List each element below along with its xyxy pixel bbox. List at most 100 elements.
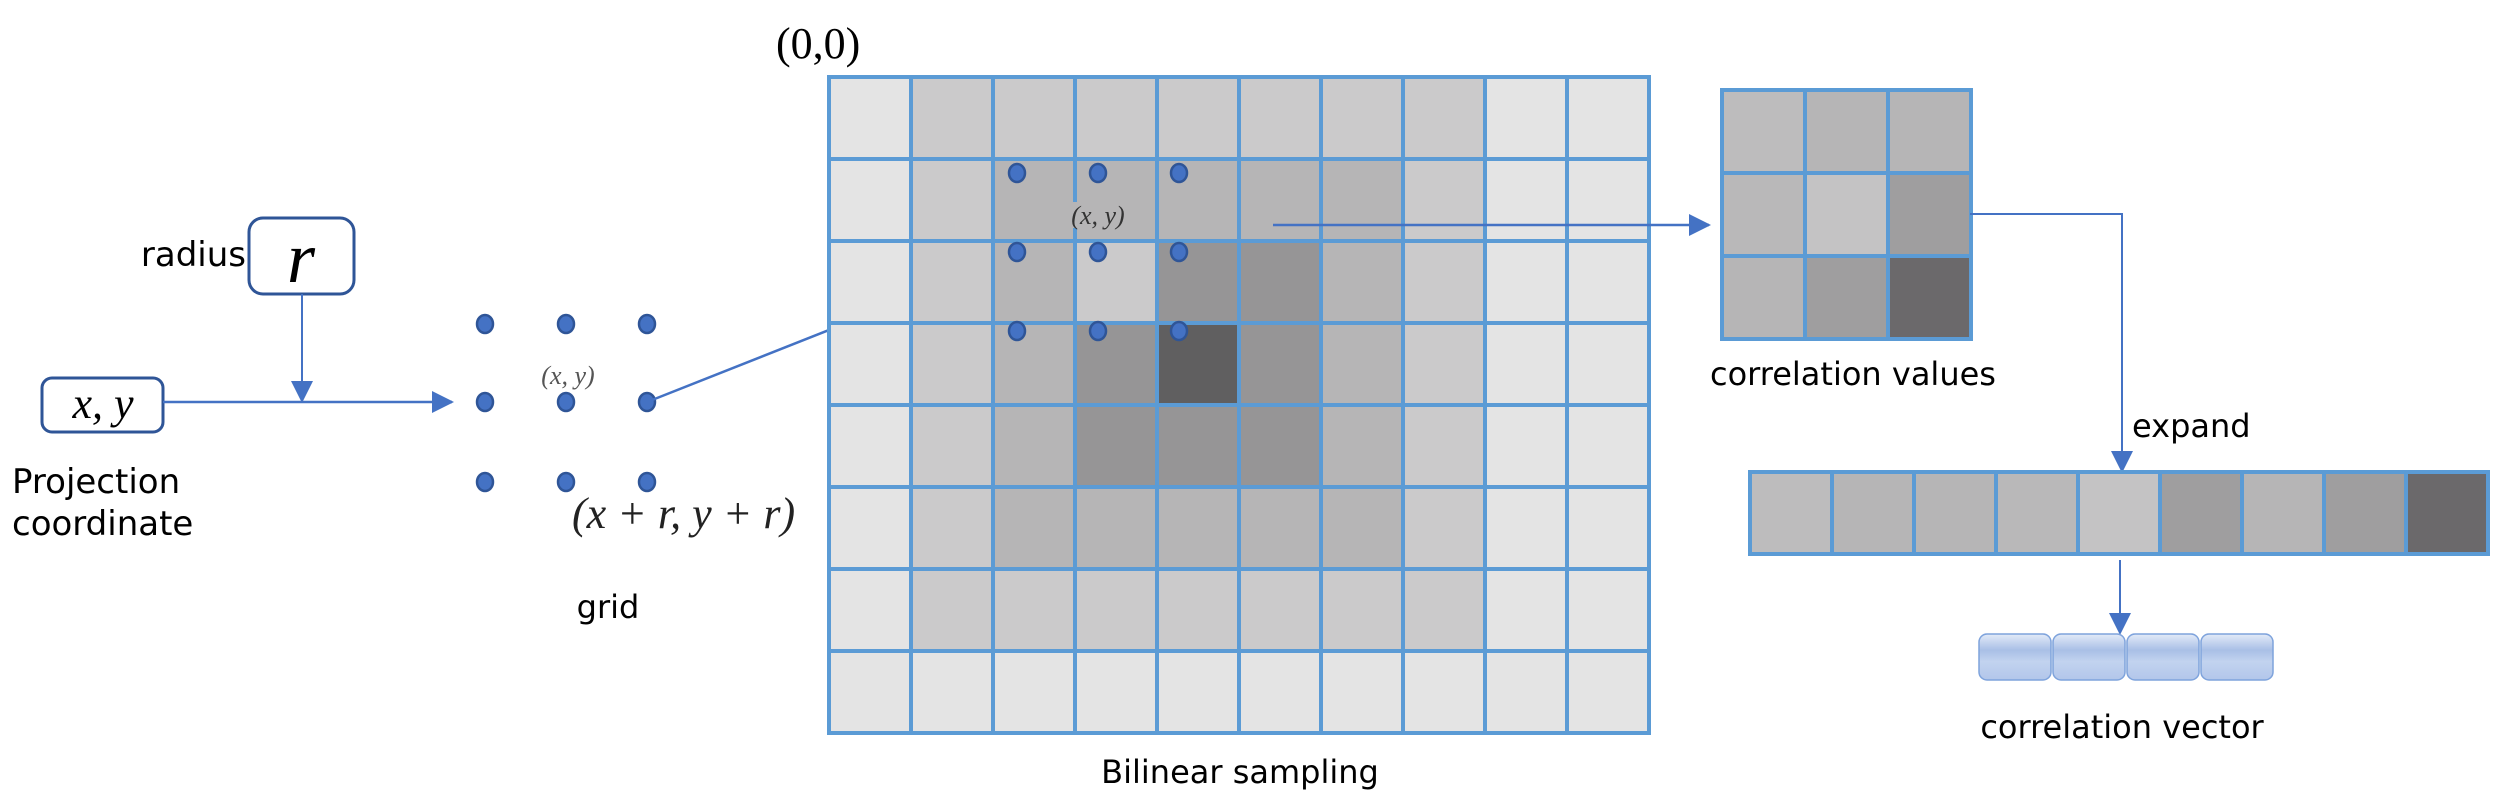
grid-point <box>475 391 495 413</box>
correlation-vector <box>1978 633 2274 681</box>
sampling-cell <box>909 157 995 243</box>
sampling-cell <box>1565 321 1651 407</box>
sampling-cell <box>991 321 1077 407</box>
correlation-value-cell <box>1720 254 1807 341</box>
sampling-cell <box>1237 485 1323 571</box>
vector-segment <box>2200 633 2274 681</box>
grid-point <box>556 313 576 335</box>
correlation-values-grid <box>1720 88 1973 341</box>
sampling-cell <box>827 157 913 243</box>
sampling-cell <box>909 485 995 571</box>
sampling-point <box>1169 241 1189 263</box>
correlation-value-cell <box>1803 88 1890 175</box>
correlation-value-cell <box>1886 88 1973 175</box>
sampling-cell <box>991 403 1077 489</box>
sampling-cell <box>991 567 1077 653</box>
grid-point <box>637 471 657 493</box>
sampling-point <box>1088 241 1108 263</box>
grid-point <box>556 471 576 493</box>
radius-label: radius <box>141 235 246 275</box>
sampling-cell <box>827 75 913 161</box>
correlation-values-caption: correlation values <box>1710 355 1996 393</box>
sampling-cell <box>1073 567 1159 653</box>
projection-label-line2: coordinate <box>12 504 193 544</box>
sampling-cell <box>1401 157 1487 243</box>
correlation-value-cell <box>1886 254 1973 341</box>
vector-segment <box>2126 633 2200 681</box>
sampling-cell <box>1401 649 1487 735</box>
grid-point <box>637 313 657 335</box>
correlation-vector-caption: correlation vector <box>1980 708 2264 746</box>
sampling-cell <box>991 649 1077 735</box>
sampling-cell <box>1237 75 1323 161</box>
sampling-cell <box>909 403 995 489</box>
sampling-cell <box>1401 403 1487 489</box>
sampling-cell <box>1483 321 1569 407</box>
sampling-point <box>1169 320 1189 342</box>
expanded-cell <box>2076 470 2162 556</box>
vector-segment <box>2052 633 2126 681</box>
sampling-cell <box>1237 157 1323 243</box>
expanded-cell <box>1748 470 1834 556</box>
origin-label: (0,0) <box>776 19 860 68</box>
sampling-cell <box>1401 239 1487 325</box>
expand-arrow <box>1970 213 2133 473</box>
sampling-cell <box>1155 485 1241 571</box>
expanded-cell <box>2158 470 2244 556</box>
correlation-value-cell <box>1886 171 1973 258</box>
sampling-cell <box>827 649 913 735</box>
expand-label: expand <box>2132 407 2251 445</box>
sampling-cell <box>827 485 913 571</box>
expanded-cell <box>1912 470 1998 556</box>
sampling-cell <box>1237 567 1323 653</box>
sampling-cell <box>1401 321 1487 407</box>
grid-point <box>475 471 495 493</box>
sampling-center-label: (x, y) <box>1071 201 1124 230</box>
sampling-cell <box>1237 321 1323 407</box>
sampling-point <box>1169 162 1189 184</box>
sampling-cell <box>1073 649 1159 735</box>
sampling-cell <box>991 239 1077 325</box>
grid-caption: grid <box>577 588 640 626</box>
grid-point <box>475 313 495 335</box>
sampling-cell <box>909 321 995 407</box>
sampling-cell <box>909 649 995 735</box>
sampling-cell <box>1565 239 1651 325</box>
sampling-cell <box>1155 75 1241 161</box>
sampling-cell <box>1565 75 1651 161</box>
correlation-value-cell <box>1803 171 1890 258</box>
projection-label-line1: Projection <box>12 462 180 502</box>
sampling-cell <box>1237 239 1323 325</box>
vector-segment <box>1978 633 2052 681</box>
sampling-cell <box>1483 403 1569 489</box>
sampling-cell <box>909 567 995 653</box>
sampling-cell <box>1319 485 1405 571</box>
coordinate-box <box>40 376 165 434</box>
grid-corner-label: (x + r, y + r) <box>572 489 795 538</box>
sampling-point <box>1007 320 1027 342</box>
sampling-cell <box>1483 75 1569 161</box>
sampling-cell <box>827 403 913 489</box>
bilinear-sampling-grid <box>827 75 1651 735</box>
sampling-cell <box>1073 485 1159 571</box>
sampling-cell <box>1483 649 1569 735</box>
sampling-cell <box>1319 567 1405 653</box>
expanded-cell <box>2322 470 2408 556</box>
sampling-cell <box>1073 239 1159 325</box>
sampling-cell <box>1483 567 1569 653</box>
sampling-cell <box>1319 157 1405 243</box>
sampling-cell <box>1319 75 1405 161</box>
sampling-cell <box>1565 403 1651 489</box>
sampling-point <box>1007 241 1027 263</box>
expanded-values-row <box>1748 470 2490 556</box>
sampling-cell <box>1073 321 1159 407</box>
sampling-cell <box>1483 485 1569 571</box>
sampling-cell <box>1073 403 1159 489</box>
coordinate-symbol: x, y <box>71 379 134 428</box>
sampling-point <box>1007 162 1027 184</box>
expanded-cell <box>1994 470 2080 556</box>
sample-grid <box>475 313 657 493</box>
sampling-cell <box>827 321 913 407</box>
center-label-bg <box>1066 202 1130 228</box>
